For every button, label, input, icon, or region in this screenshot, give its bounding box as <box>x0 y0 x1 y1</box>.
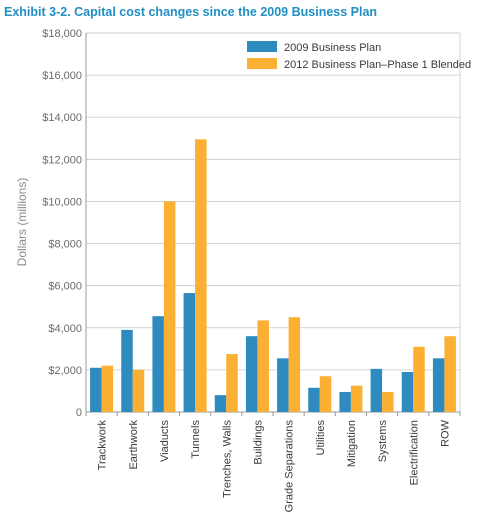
bar-2009-systems <box>370 368 383 412</box>
y-tick-label: $2,000 <box>48 365 82 377</box>
bar-2012-trackwork <box>101 365 114 412</box>
bars <box>85 139 461 416</box>
legend-label-1: 2009 Business Plan <box>284 42 381 54</box>
x-category-label: Systems <box>377 420 389 463</box>
bar-2012-earthwork <box>132 369 145 412</box>
bar-2012-electrification <box>413 346 425 412</box>
legend-swatch-2 <box>247 58 277 69</box>
x-category-label: Mitigation <box>346 420 358 467</box>
bar-2012-trenches-walls <box>226 354 238 412</box>
x-category-label: Buildings <box>252 420 264 465</box>
y-tick-label: $12,000 <box>42 154 82 166</box>
y-axis-label: Dollars (millions) <box>15 178 29 267</box>
bar-2009-tunnels <box>183 293 196 412</box>
bar-2009-electrification <box>401 371 414 412</box>
x-axis-category-labels: Trackwork Earthwork Viaducts Tunnels Trenche… <box>97 419 452 512</box>
bar-2012-viaducts <box>163 201 176 412</box>
bar-2012-tunnels <box>195 139 207 412</box>
legend-swatch-1 <box>247 41 277 52</box>
x-category-label: Trackwork <box>97 420 109 471</box>
y-tick-label: $8,000 <box>48 239 82 251</box>
x-category-label: Grade Separations <box>284 420 296 513</box>
bar-2012-mitigation <box>350 385 363 412</box>
x-category-label: Trenches, Walls <box>221 420 233 499</box>
bar-2012-grade-separations <box>288 317 301 412</box>
y-axis-ticks: 0 $2,000 $4,000 $6,000 $8,000 $10,000 $12,000 $… <box>42 28 82 419</box>
bar-2009-viaducts <box>152 316 164 412</box>
grid-lines <box>85 32 461 413</box>
bar-2009-mitigation <box>339 391 351 412</box>
bar-2009-trenches-walls <box>214 395 227 412</box>
x-category-label: ROW <box>439 419 451 447</box>
bar-2012-utilities <box>319 376 332 412</box>
x-category-label: Utilities <box>315 420 327 456</box>
chart-title: Exhibit 3-2. Capital cost changes since … <box>4 5 378 19</box>
y-tick-label: $4,000 <box>48 323 82 335</box>
bar-2009-row <box>432 358 445 412</box>
bar-2009-grade-separations <box>277 358 289 412</box>
y-tick-label: $10,000 <box>42 196 82 208</box>
y-tick-label: $14,000 <box>42 112 82 124</box>
x-category-label: Earthwork <box>128 420 140 470</box>
bar-2009-earthwork <box>121 329 133 412</box>
bar-2009-utilities <box>308 387 320 412</box>
bar-2012-row <box>444 336 456 412</box>
x-category-label: Viaducts <box>159 420 171 462</box>
bar-2012-buildings <box>257 320 269 412</box>
bar-2009-buildings <box>245 336 258 412</box>
x-category-label: Tunnels <box>190 420 202 459</box>
legend: 2009 Business Plan 2012 Business Plan–Pha… <box>247 41 471 71</box>
y-tick-label: $6,000 <box>48 281 82 293</box>
bar-2012-systems <box>382 391 394 412</box>
legend-label-2: 2012 Business Plan–Phase 1 Blended <box>284 59 471 71</box>
bar-2009-trackwork <box>90 367 102 412</box>
y-tick-label: $16,000 <box>42 70 82 82</box>
x-category-label: Electrification <box>408 420 420 485</box>
y-tick-label: $18,000 <box>42 28 82 40</box>
y-tick-label: 0 <box>76 407 82 419</box>
